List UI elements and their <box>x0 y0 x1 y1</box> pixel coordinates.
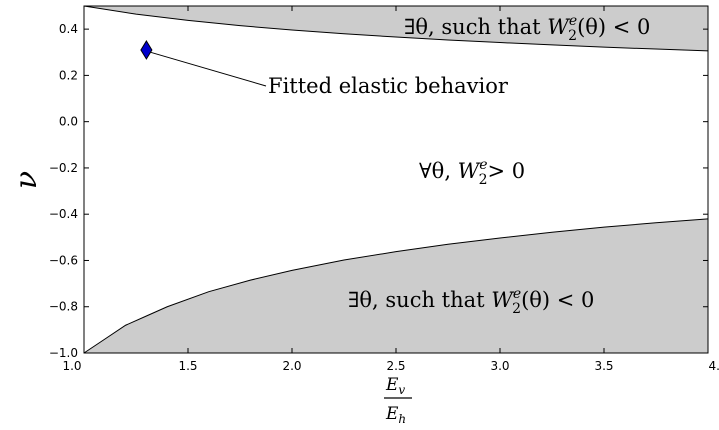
x-tick-label: 1.5 <box>178 359 197 373</box>
y-tick-label: 0.4 <box>59 22 78 36</box>
axis-labels: Ev Eh ν <box>9 171 412 426</box>
x-tick-label: 3.0 <box>490 359 509 373</box>
tick-labels: 1.0 1.5 2.0 2.5 3.0 3.5 4.0 −1.0 −0.8 −0.6 −0.4 −0.… <box>49 22 719 373</box>
upper-region <box>84 6 708 51</box>
y-tick-label: −0.6 <box>49 253 78 267</box>
x-tick-label: 3.5 <box>594 359 613 373</box>
y-tick-label: 0.2 <box>59 68 78 82</box>
marker-leader-line <box>149 51 267 87</box>
shaded-regions <box>84 6 708 353</box>
upper-boundary-line <box>83 5 709 52</box>
lower-region-label: ∃θ, such that We 2(θ) < 0 <box>348 286 594 317</box>
marker-annotation-label: Fitted elastic behavior <box>268 74 509 98</box>
y-tick-label: −1.0 <box>49 346 78 360</box>
annotations: ∃θ, such that We 2(θ) < 0 ∀θ, We 2> 0 ∃θ, su… <box>149 13 650 317</box>
y-tick-label: −0.4 <box>49 207 78 221</box>
y-tick-label: 0.0 <box>59 115 78 129</box>
y-axis-label: ν <box>9 171 44 189</box>
y-tick-label: −0.8 <box>49 300 78 314</box>
lower-boundary-line <box>83 218 709 354</box>
y-tick-label: −0.2 <box>49 161 78 175</box>
marker-layer <box>140 39 153 60</box>
x-label-denominator: Eh <box>385 404 406 426</box>
boundary-curves <box>83 5 709 354</box>
plot-frame <box>83 5 709 354</box>
x-tick-label: 2.5 <box>386 359 405 373</box>
x-tick-label: 2.0 <box>282 359 301 373</box>
x-tick-label: 4.0 <box>708 359 719 373</box>
lower-region <box>84 218 708 353</box>
x-tick-label: 1.0 <box>62 359 81 373</box>
x-label-numerator: Ev <box>385 375 405 397</box>
upper-region-label: ∃θ, such that We 2(θ) < 0 <box>404 13 650 44</box>
fitted-point-marker <box>140 39 153 60</box>
middle-region-label: ∀θ, We 2> 0 <box>419 157 525 188</box>
